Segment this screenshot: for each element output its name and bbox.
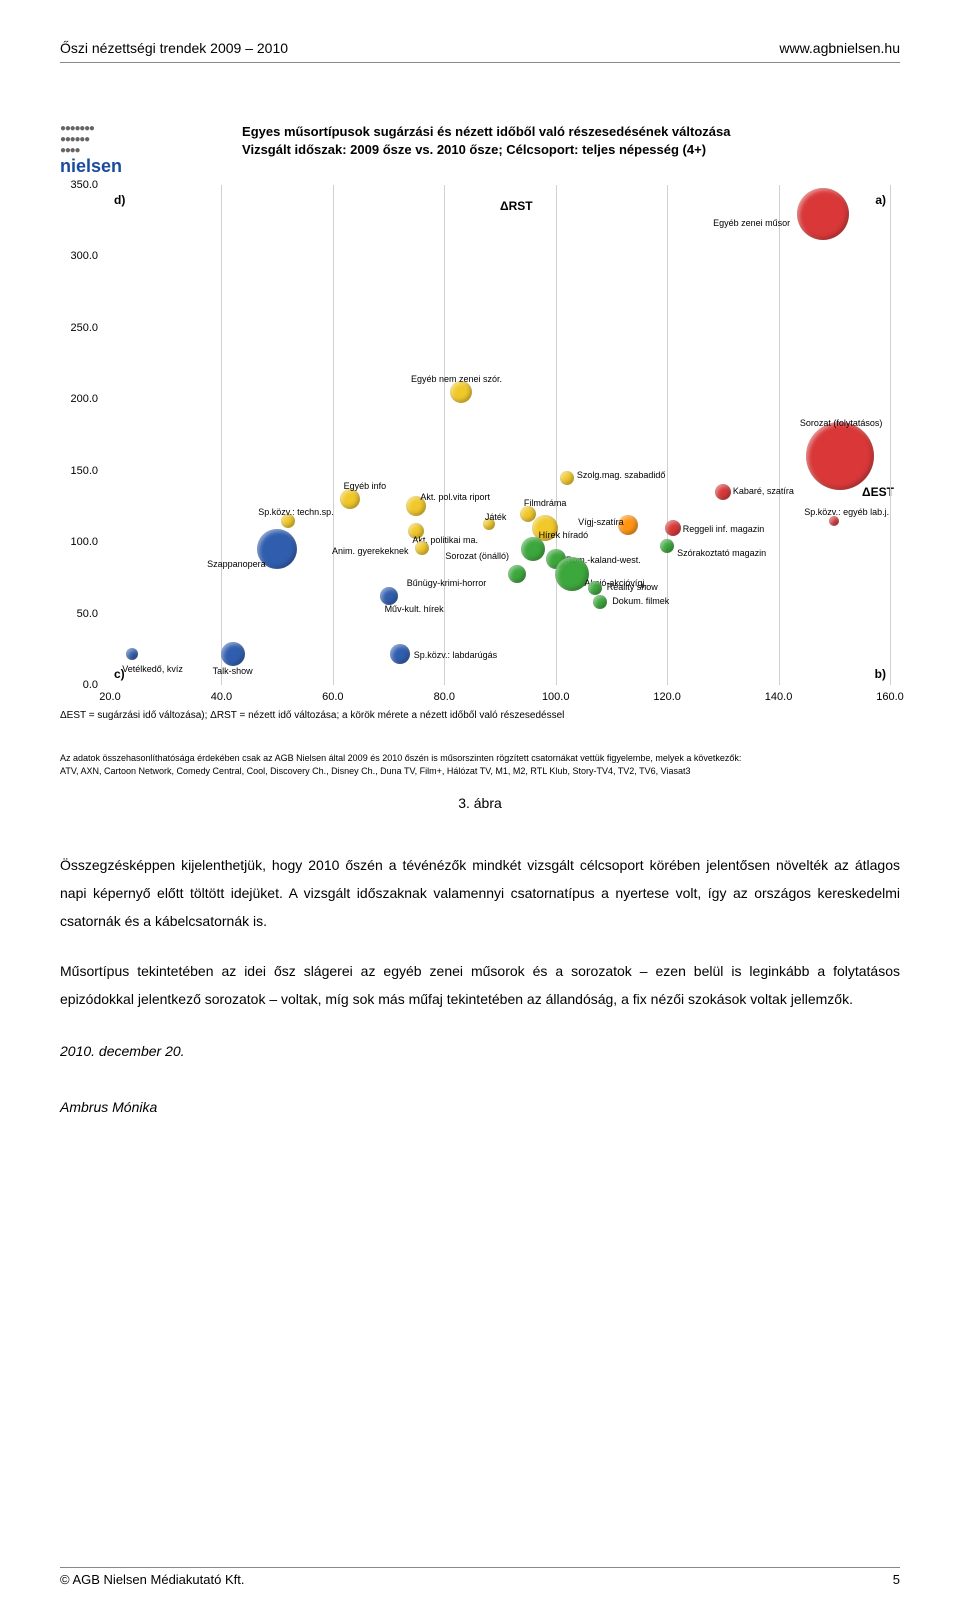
chart-bubble-label: Szappanopera (207, 559, 266, 569)
axis-title-rst: ΔRST (500, 199, 533, 213)
chart-bubble (660, 539, 674, 553)
logo-text: nielsen (60, 156, 122, 177)
chart-gridline (890, 185, 891, 685)
body-paragraph-2: Műsortípus tekintetében az idei ősz slág… (60, 957, 900, 1013)
chart-footnote: ΔEST = sugárzási idő változása); ΔRST = … (60, 709, 900, 722)
chart-bubble-label: Reality show (607, 582, 658, 592)
chart-bubble-label: Vígj-szatíra (578, 517, 624, 527)
date-line: 2010. december 20. (60, 1043, 900, 1059)
header-left: Őszi nézettségi trendek 2009 – 2010 (60, 40, 288, 56)
chart-bubble (450, 381, 472, 403)
body-paragraph-1: Összegzésképpen kijelenthetjük, hogy 201… (60, 851, 900, 935)
chart-bubble-label: Sp.közv.: techn.sp. (258, 507, 333, 517)
logo-dots: ● ● ● ● ● ● ●● ● ● ● ● ●● ● ● ● (60, 123, 122, 156)
chart-bubble (715, 484, 731, 500)
chart-bubble-label: Műv-kult. hírek (385, 604, 444, 614)
plot-box: ΔRST ΔEST a) b) c) d) Egyéb zenei műsorS… (110, 185, 890, 685)
y-tick-label: 50.0 (77, 608, 98, 620)
chart-bubble (126, 648, 138, 660)
x-tick-label: 120.0 (653, 691, 681, 703)
chart-bubble-label: Egyéb info (344, 481, 387, 491)
sources-line2: ATV, AXN, Cartoon Network, Comedy Centra… (60, 765, 900, 778)
y-tick-label: 100.0 (70, 536, 98, 548)
y-tick-label: 300.0 (70, 250, 98, 262)
chart-bubble-label: Sorozat (folytatásos) (800, 418, 883, 428)
chart-sources: Az adatok összehasonlíthatósága érdekébe… (60, 752, 900, 777)
y-tick-label: 250.0 (70, 322, 98, 334)
chart-bubble-label: Dokum. filmek (612, 596, 669, 606)
chart-bubble-label: Egyéb nem zenei szór. (411, 374, 502, 384)
x-tick-label: 160.0 (876, 691, 904, 703)
chart-bubble (390, 644, 410, 664)
footer-right: 5 (893, 1572, 900, 1587)
chart-gridline (667, 185, 668, 685)
chart-bubble-label: Hírek híradó (539, 530, 589, 540)
x-tick-label: 140.0 (765, 691, 793, 703)
logo-block: ● ● ● ● ● ● ●● ● ● ● ● ●● ● ● ● nielsen (60, 123, 122, 177)
chart-gridline (221, 185, 222, 685)
x-tick-label: 20.0 (99, 691, 120, 703)
chart-bubble (665, 520, 681, 536)
chart-bubble-label: Anim. gyerekeknek (332, 546, 409, 556)
chart-gridline (556, 185, 557, 685)
y-tick-label: 0.0 (83, 679, 98, 691)
figure-label: 3. ábra (60, 795, 900, 811)
chart-bubble-label: Bűnügy-krimi-horror (407, 578, 487, 588)
chart-bubble (797, 188, 849, 240)
chart-bubble-label: Akt. pol.vita riport (420, 492, 490, 502)
corner-b: b) (875, 667, 886, 681)
chart-bubble-label: Reggeli inf. magazin (683, 524, 765, 534)
y-tick-label: 150.0 (70, 465, 98, 477)
chart-bubble (588, 581, 602, 595)
chart-title: Egyes műsortípusok sugárzási és nézett i… (242, 123, 730, 159)
chart-bubble (806, 422, 874, 490)
chart-bubble (340, 489, 360, 509)
chart-bubble-label: Filmdráma (524, 498, 567, 508)
chart-bubble-label: Szórakoztató magazin (677, 548, 766, 558)
corner-a: a) (875, 193, 886, 207)
chart-bubble-label: Sp.közv.: egyéb lab.j. (804, 507, 889, 517)
chart-bubble-label: Játék (485, 512, 507, 522)
chart-bubble (415, 541, 429, 555)
chart-gridline (779, 185, 780, 685)
chart-title-line1: Egyes műsortípusok sugárzási és nézett i… (242, 123, 730, 141)
chart-bubble-label: Kabaré, szatíra (733, 486, 794, 496)
chart-bubble-label: Szolg.mag. szabadidő (577, 470, 666, 480)
corner-d: d) (114, 193, 125, 207)
chart-bubble-label: Sorozat (önálló) (445, 551, 509, 561)
chart-bubble (829, 516, 839, 526)
chart-bubble (221, 642, 245, 666)
x-tick-label: 80.0 (434, 691, 455, 703)
chart-bubble-label: Talk-show (213, 666, 253, 676)
author-line: Ambrus Mónika (60, 1099, 900, 1115)
chart-bubble-label: Sp.közv.: labdarúgás (414, 650, 497, 660)
chart-bubble (560, 471, 574, 485)
sources-line1: Az adatok összehasonlíthatósága érdekébe… (60, 752, 900, 765)
chart-title-line2: Vizsgált időszak: 2009 ősze vs. 2010 ősz… (242, 141, 730, 159)
page: Őszi nézettségi trendek 2009 – 2010 www.… (0, 0, 960, 1155)
x-tick-label: 40.0 (211, 691, 232, 703)
chart-gridline (333, 185, 334, 685)
y-tick-label: 350.0 (70, 179, 98, 191)
page-header: Őszi nézettségi trendek 2009 – 2010 www.… (60, 40, 900, 63)
page-footer: © AGB Nielsen Médiakutató Kft. 5 (60, 1567, 900, 1587)
chart-bubble-label: Egyéb zenei műsor (713, 218, 790, 228)
chart-bubble (380, 587, 398, 605)
x-tick-label: 100.0 (542, 691, 570, 703)
footer-left: © AGB Nielsen Médiakutató Kft. (60, 1572, 244, 1587)
header-right: www.agbnielsen.hu (779, 40, 900, 56)
chart-gridline (444, 185, 445, 685)
chart-bubble-label: Vetélkedő, kvíz (122, 664, 183, 674)
x-tick-label: 60.0 (322, 691, 343, 703)
chart-bubble (593, 595, 607, 609)
chart-area: ΔRST ΔEST a) b) c) d) Egyéb zenei műsorS… (70, 185, 890, 685)
chart-bubble (508, 565, 526, 583)
chart-bubble (521, 537, 545, 561)
y-tick-label: 200.0 (70, 393, 98, 405)
